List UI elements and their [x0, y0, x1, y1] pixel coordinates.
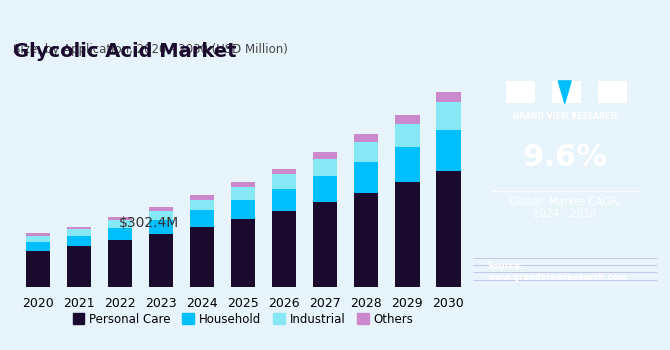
Bar	[313, 176, 338, 202]
Bar	[149, 220, 174, 234]
Polygon shape	[558, 81, 571, 103]
Bar	[354, 134, 379, 142]
Bar	[354, 162, 379, 193]
Bar	[149, 207, 174, 211]
Bar	[108, 220, 133, 228]
Text: Glycolic Acid Market: Glycolic Acid Market	[13, 42, 237, 62]
Text: GRAND VIEW RESEARCH: GRAND VIEW RESEARCH	[513, 112, 617, 121]
Bar	[25, 251, 50, 287]
Bar	[436, 172, 460, 287]
Bar	[313, 152, 338, 159]
Bar	[190, 227, 214, 287]
FancyBboxPatch shape	[552, 81, 582, 103]
Bar	[25, 236, 50, 242]
Bar	[395, 115, 419, 124]
Bar	[272, 211, 296, 287]
Bar	[230, 182, 255, 187]
Bar	[272, 174, 296, 189]
Bar	[395, 147, 419, 182]
Bar	[230, 219, 255, 287]
Bar	[108, 217, 133, 220]
Bar	[108, 240, 133, 287]
Bar	[354, 142, 379, 162]
Bar	[272, 169, 296, 174]
FancyBboxPatch shape	[598, 81, 627, 103]
Bar	[149, 211, 174, 220]
Text: Size, by Application, 2020 - 2030 (USD Million): Size, by Application, 2020 - 2030 (USD M…	[13, 43, 288, 56]
Bar	[67, 236, 91, 246]
Bar	[313, 159, 338, 176]
Bar	[190, 199, 214, 210]
Bar	[67, 246, 91, 287]
Bar	[230, 187, 255, 200]
Text: Global  Market CAGR,
2024 - 2030: Global Market CAGR, 2024 - 2030	[509, 197, 621, 219]
Bar	[395, 124, 419, 147]
Legend: Personal Care, Household, Industrial, Others: Personal Care, Household, Industrial, Ot…	[68, 308, 418, 330]
Text: Source:
www.grandviewresearch.com: Source: www.grandviewresearch.com	[488, 262, 628, 282]
Bar	[67, 229, 91, 236]
Bar	[190, 195, 214, 199]
Bar	[230, 200, 255, 219]
Bar	[436, 130, 460, 172]
Bar	[436, 102, 460, 130]
Bar	[436, 92, 460, 102]
Bar	[313, 202, 338, 287]
Bar	[395, 182, 419, 287]
FancyBboxPatch shape	[506, 81, 535, 103]
Bar	[149, 234, 174, 287]
Bar	[25, 233, 50, 236]
Bar	[67, 226, 91, 229]
Bar	[272, 189, 296, 211]
Bar	[108, 228, 133, 240]
Text: 9.6%: 9.6%	[523, 142, 607, 172]
Text: $302.4M: $302.4M	[119, 216, 179, 230]
Bar	[190, 210, 214, 227]
Bar	[25, 242, 50, 251]
Bar	[354, 193, 379, 287]
